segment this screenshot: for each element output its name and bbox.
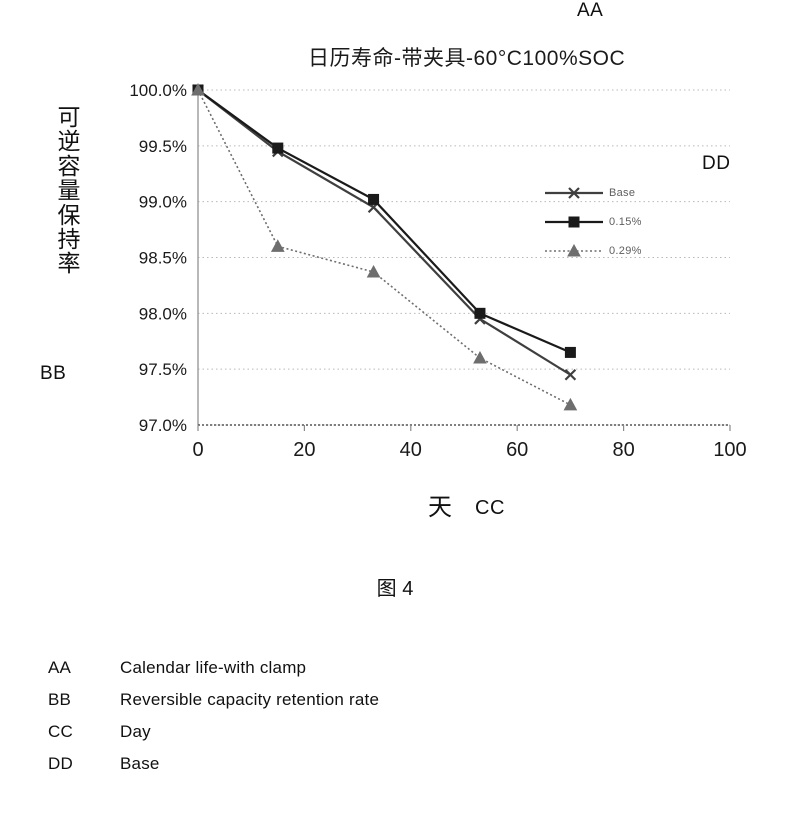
key-text: Reversible capacity retention rate	[120, 690, 380, 709]
chart-series-layer	[191, 82, 578, 411]
legend-label-base: Base	[609, 186, 636, 199]
legend-item-0[interactable]: Base	[543, 178, 683, 207]
key-code: BB	[48, 690, 72, 709]
svg-text:99.0%: 99.0%	[139, 193, 187, 212]
svg-text:60: 60	[506, 439, 528, 461]
key-code: AA	[48, 658, 72, 677]
annotation-cc: CC	[475, 497, 505, 519]
svg-text:100: 100	[713, 439, 746, 461]
annotation-dd: DD	[702, 153, 731, 174]
legend-label-0-15: 0.15%	[609, 215, 642, 228]
annotation-key-table: AA Calendar life-with clamp BB Reversibl…	[48, 658, 379, 786]
legend-label-0-29: 0.29%	[609, 244, 642, 257]
legend-swatch-base	[543, 186, 605, 200]
figure-caption: 图 4	[376, 578, 414, 600]
key-row: AA Calendar life-with clamp	[48, 658, 379, 690]
key-row: CC Day	[48, 722, 379, 754]
chart-svg: 100.0% 99.5% 99.0% 98.5% 98.0% 97.5% 97.0% 0 20…	[129, 81, 746, 461]
chart-axis-lines	[197, 90, 731, 431]
chart-title: 日历寿命-带夹具-60°C100%SOC	[308, 47, 626, 70]
svg-text:98.0%: 98.0%	[139, 304, 187, 323]
legend-item-1[interactable]: 0.15%	[543, 207, 683, 236]
y-axis-tick-labels: 100.0% 99.5% 99.0% 98.5% 98.0% 97.5% 97.0%	[129, 81, 187, 435]
chart-legend: Base 0.15% 0.29%	[543, 178, 683, 265]
key-text: Base	[120, 754, 160, 773]
svg-text:80: 80	[612, 439, 634, 461]
key-row: BB Reversible capacity retention rate	[48, 690, 379, 722]
key-code: DD	[48, 754, 73, 773]
annotation-aa: AA	[577, 0, 604, 21]
svg-text:97.5%: 97.5%	[139, 360, 187, 379]
key-text: Calendar life-with clamp	[120, 658, 307, 677]
key-text: Day	[120, 722, 151, 741]
key-code: CC	[48, 722, 73, 741]
svg-text:97.0%: 97.0%	[139, 416, 187, 435]
svg-text:0: 0	[192, 439, 203, 461]
svg-text:20: 20	[293, 439, 315, 461]
y-axis-title: 可逆容量保持率	[57, 104, 81, 277]
svg-text:99.5%: 99.5%	[139, 137, 187, 156]
legend-swatch-0-29	[543, 243, 605, 258]
legend-swatch-0-15	[543, 215, 605, 229]
x-axis-title: 天	[428, 494, 452, 521]
svg-text:100.0%: 100.0%	[129, 81, 187, 100]
legend-item-2[interactable]: 0.29%	[543, 236, 683, 265]
annotation-bb: BB	[40, 363, 67, 384]
chart-plot-area: 100.0% 99.5% 99.0% 98.5% 98.0% 97.5% 97.0% 0 20…	[129, 81, 746, 461]
x-axis-tick-labels: 0 20 40 60 80 100	[192, 439, 746, 461]
svg-text:40: 40	[400, 439, 422, 461]
key-row: DD Base	[48, 754, 379, 786]
svg-text:98.5%: 98.5%	[139, 249, 187, 268]
